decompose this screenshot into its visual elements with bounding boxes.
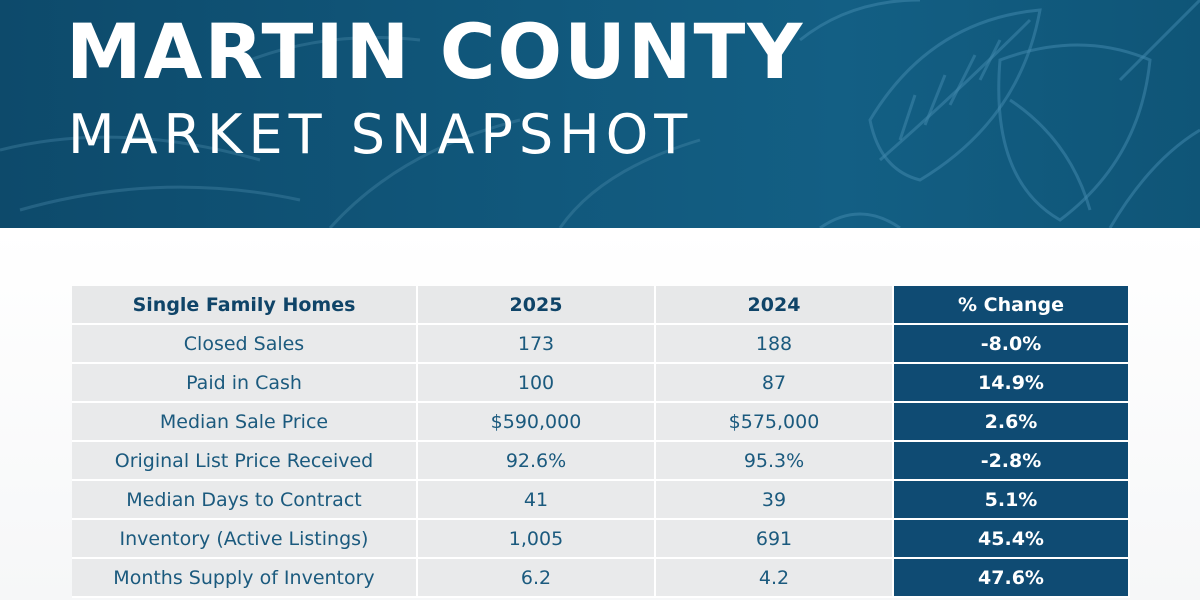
value-change: 2.6%: [894, 403, 1130, 442]
page-subtitle: MARKET SNAPSHOT: [68, 103, 694, 166]
value-2025: 100: [418, 364, 656, 403]
value-2025: 173: [418, 325, 656, 364]
row-label: Original List Price Received: [72, 442, 418, 481]
value-2024: 95.3%: [656, 442, 894, 481]
row-label: Closed Sales: [72, 325, 418, 364]
column-header-2024: 2024: [656, 286, 894, 325]
value-2024: 691: [656, 520, 894, 559]
value-2025: 1,005: [418, 520, 656, 559]
value-2024: 39: [656, 481, 894, 520]
column-header-category: Single Family Homes: [72, 286, 418, 325]
market-snapshot-table: Single Family Homes 2025 2024 % Change C…: [72, 286, 1130, 598]
value-change: -2.8%: [894, 442, 1130, 481]
row-label: Median Days to Contract: [72, 481, 418, 520]
value-2024: 4.2: [656, 559, 894, 598]
page-title: MARTIN COUNTY: [66, 7, 805, 96]
row-label: Paid in Cash: [72, 364, 418, 403]
header-banner: MARTIN COUNTY MARKET SNAPSHOT: [0, 0, 1200, 228]
table-header-row: Single Family Homes 2025 2024 % Change: [72, 286, 1130, 325]
value-2025: $590,000: [418, 403, 656, 442]
column-header-change: % Change: [894, 286, 1130, 325]
table-row: Closed Sales 173 188 -8.0%: [72, 325, 1130, 364]
value-change: -8.0%: [894, 325, 1130, 364]
value-change: 45.4%: [894, 520, 1130, 559]
table-row: Inventory (Active Listings) 1,005 691 45…: [72, 520, 1130, 559]
value-change: 5.1%: [894, 481, 1130, 520]
value-2025: 41: [418, 481, 656, 520]
palm-leaves-decoration: [0, 0, 1200, 228]
table-row: Months Supply of Inventory 6.2 4.2 47.6%: [72, 559, 1130, 598]
row-label: Months Supply of Inventory: [72, 559, 418, 598]
table-row: Median Days to Contract 41 39 5.1%: [72, 481, 1130, 520]
value-2024: $575,000: [656, 403, 894, 442]
value-change: 14.9%: [894, 364, 1130, 403]
row-label: Median Sale Price: [72, 403, 418, 442]
value-change: 47.6%: [894, 559, 1130, 598]
value-2024: 188: [656, 325, 894, 364]
table-row: Median Sale Price $590,000 $575,000 2.6%: [72, 403, 1130, 442]
table-row: Original List Price Received 92.6% 95.3%…: [72, 442, 1130, 481]
value-2024: 87: [656, 364, 894, 403]
table-row: Paid in Cash 100 87 14.9%: [72, 364, 1130, 403]
value-2025: 92.6%: [418, 442, 656, 481]
value-2025: 6.2: [418, 559, 656, 598]
row-label: Inventory (Active Listings): [72, 520, 418, 559]
column-header-2025: 2025: [418, 286, 656, 325]
